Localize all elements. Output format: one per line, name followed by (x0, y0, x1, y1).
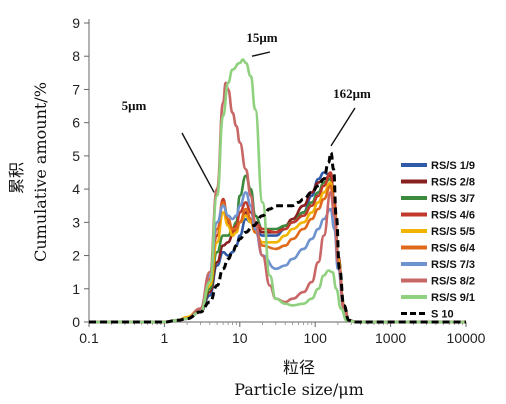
legend-entry: RS/S 3/7 (431, 193, 475, 205)
x-tick-label: 1000 (375, 330, 406, 346)
y-tick-label: 5 (72, 148, 80, 164)
legend-entry: RS/S 5/5 (431, 226, 475, 238)
x-tick-label: 10000 (447, 330, 486, 346)
y-tick-label: 0 (72, 314, 80, 330)
annotation-arrow (251, 51, 271, 57)
legend-entry: RS/S 8/2 (431, 276, 475, 288)
axes-layer: 0 1 2 3 4 5 6 7 8 9 0.1 1 10 100 1000 10000 (72, 15, 485, 346)
y-tick-label: 7 (72, 81, 80, 97)
y-tick-label: 8 (72, 48, 80, 64)
annotation-arrow (330, 107, 356, 147)
legend-entry: RS/S 2/8 (431, 177, 475, 189)
y-tick-label: 2 (72, 248, 80, 264)
x-tick-label: 100 (304, 330, 328, 346)
series-line (89, 58, 466, 324)
y-tick-label: 4 (72, 181, 80, 197)
series-line (89, 81, 466, 324)
annotation-label: 162μm (333, 86, 371, 101)
x-axis-title: Particle size/μm (234, 380, 364, 399)
x-tick-label: 1 (161, 330, 169, 346)
legend-entry: RS/S 7/3 (431, 259, 475, 271)
series-layer (89, 58, 466, 324)
annotation-label: 5μm (122, 98, 147, 113)
y-axis-title: Cumulative amount/% (31, 82, 50, 262)
y-axis-title-cn: 累积 (7, 162, 26, 194)
legend-entry: RS/S 1/9 (431, 160, 475, 172)
legend: RS/S 1/9 RS/S 2/8 RS/S 3/7 RS/S 4/6 RS/S 5/5… (401, 160, 476, 321)
legend-entry: RS/S 4/6 (431, 210, 475, 222)
legend-entry: RS/S 6/4 (431, 243, 476, 255)
x-tick-label: 0.1 (79, 330, 99, 346)
series-line (89, 191, 466, 324)
annotation-layer: 5μm 15μm 162μm (122, 30, 371, 193)
y-tick-label: 9 (72, 15, 80, 31)
y-tick-label: 3 (72, 214, 80, 230)
x-tick-label: 10 (232, 330, 248, 346)
annotation-arrow (181, 132, 215, 193)
legend-entry: RS/S 9/1 (431, 292, 475, 304)
annotation-label: 15μm (246, 30, 277, 45)
y-tick-label: 6 (72, 115, 80, 131)
series-line (89, 181, 466, 324)
y-tick-label: 1 (72, 281, 80, 297)
x-axis-title-cn: 粒径 (283, 358, 315, 377)
legend-entry: S 10 (431, 309, 454, 321)
